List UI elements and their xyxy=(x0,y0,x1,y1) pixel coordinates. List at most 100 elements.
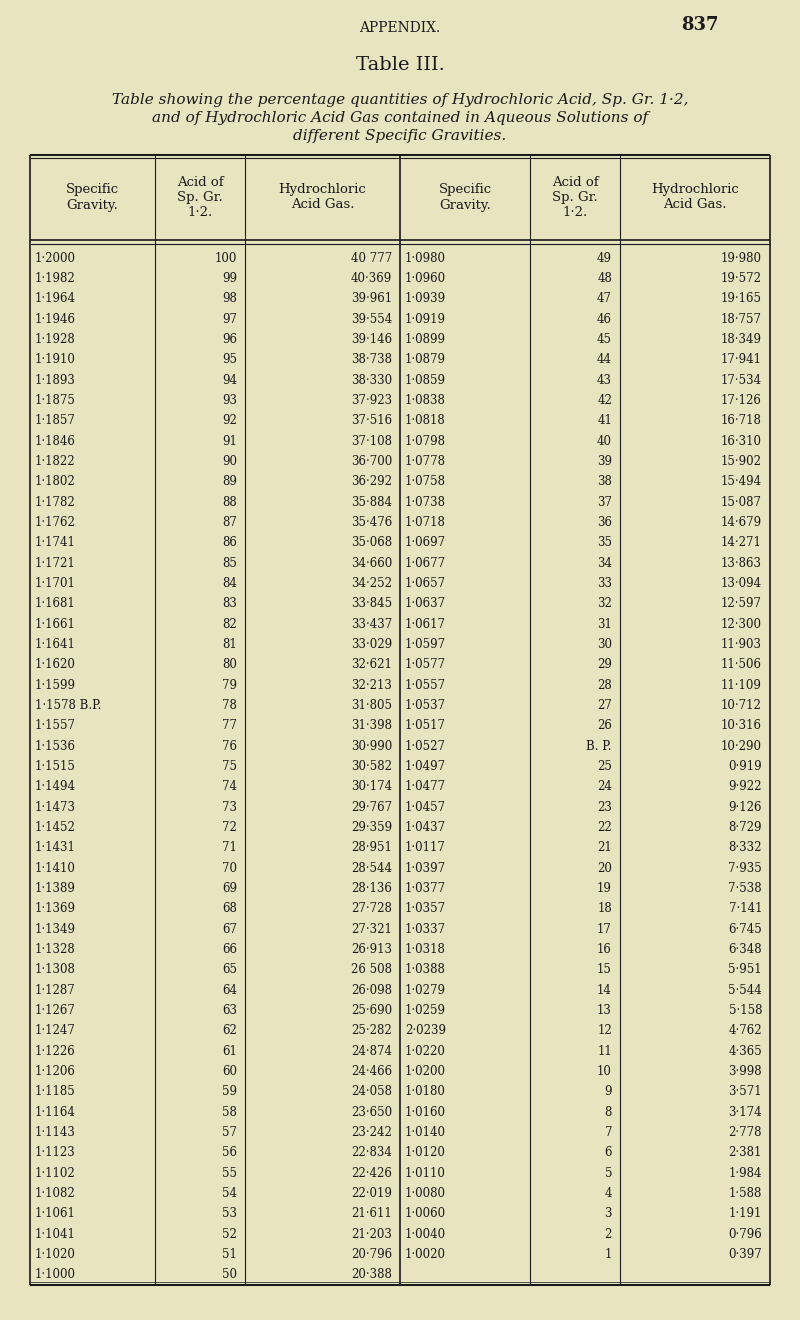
Text: 1·1721: 1·1721 xyxy=(35,557,76,570)
Text: 18: 18 xyxy=(598,903,612,915)
Text: 71: 71 xyxy=(222,841,237,854)
Text: 16·718: 16·718 xyxy=(721,414,762,428)
Text: 1·0879: 1·0879 xyxy=(405,354,446,367)
Text: 34·252: 34·252 xyxy=(351,577,392,590)
Text: 9·922: 9·922 xyxy=(729,780,762,793)
Text: 5·951: 5·951 xyxy=(728,964,762,977)
Text: 35·884: 35·884 xyxy=(351,496,392,508)
Text: 49: 49 xyxy=(597,252,612,265)
Text: 75: 75 xyxy=(222,760,237,774)
Text: 1·1020: 1·1020 xyxy=(35,1247,76,1261)
Text: 24: 24 xyxy=(597,780,612,793)
Text: 34·660: 34·660 xyxy=(350,557,392,570)
Text: 1·0758: 1·0758 xyxy=(405,475,446,488)
Text: 31·805: 31·805 xyxy=(351,700,392,711)
Text: 10: 10 xyxy=(597,1065,612,1078)
Text: 97: 97 xyxy=(222,313,237,326)
Text: 11·506: 11·506 xyxy=(721,659,762,672)
Text: 70: 70 xyxy=(222,862,237,875)
Text: 4·365: 4·365 xyxy=(728,1044,762,1057)
Text: 14·679: 14·679 xyxy=(721,516,762,529)
Text: 3·174: 3·174 xyxy=(728,1106,762,1118)
Text: 84: 84 xyxy=(222,577,237,590)
Text: 1·0160: 1·0160 xyxy=(405,1106,446,1118)
Text: 1·0527: 1·0527 xyxy=(405,739,446,752)
Text: 35: 35 xyxy=(597,536,612,549)
Text: 1·1641: 1·1641 xyxy=(35,638,76,651)
Text: 29·359: 29·359 xyxy=(351,821,392,834)
Text: 29: 29 xyxy=(597,659,612,672)
Text: Specific
Gravity.: Specific Gravity. xyxy=(438,183,491,211)
Text: 26 508: 26 508 xyxy=(351,964,392,977)
Text: 4: 4 xyxy=(605,1187,612,1200)
Text: 1·1701: 1·1701 xyxy=(35,577,76,590)
Text: 74: 74 xyxy=(222,780,237,793)
Text: 5·544: 5·544 xyxy=(728,983,762,997)
Text: 26·098: 26·098 xyxy=(351,983,392,997)
Text: 94: 94 xyxy=(222,374,237,387)
Text: 1·0818: 1·0818 xyxy=(405,414,446,428)
Text: 13·094: 13·094 xyxy=(721,577,762,590)
Text: 1·1000: 1·1000 xyxy=(35,1269,76,1282)
Text: 28: 28 xyxy=(598,678,612,692)
Text: and of Hydrochloric Acid Gas contained in Aqueous Solutions of: and of Hydrochloric Acid Gas contained i… xyxy=(152,111,648,125)
Text: 1·0020: 1·0020 xyxy=(405,1247,446,1261)
Text: 17: 17 xyxy=(597,923,612,936)
Text: 96: 96 xyxy=(222,333,237,346)
Text: 1·1185: 1·1185 xyxy=(35,1085,76,1098)
Text: 42: 42 xyxy=(597,393,612,407)
Text: 1·0397: 1·0397 xyxy=(405,862,446,875)
Text: 8: 8 xyxy=(605,1106,612,1118)
Text: 1·1410: 1·1410 xyxy=(35,862,76,875)
Text: 1·0577: 1·0577 xyxy=(405,659,446,672)
Text: 72: 72 xyxy=(222,821,237,834)
Text: 15·494: 15·494 xyxy=(721,475,762,488)
Text: 92: 92 xyxy=(222,414,237,428)
Text: 16·310: 16·310 xyxy=(721,434,762,447)
Text: 20·796: 20·796 xyxy=(351,1247,392,1261)
Text: 1·1762: 1·1762 xyxy=(35,516,76,529)
Text: 1·1349: 1·1349 xyxy=(35,923,76,936)
Text: 1·1102: 1·1102 xyxy=(35,1167,76,1180)
Text: 22·019: 22·019 xyxy=(351,1187,392,1200)
Text: 1·0357: 1·0357 xyxy=(405,903,446,915)
Text: 13: 13 xyxy=(597,1005,612,1016)
Text: 1·1041: 1·1041 xyxy=(35,1228,76,1241)
Text: 48: 48 xyxy=(597,272,612,285)
Text: 1·984: 1·984 xyxy=(729,1167,762,1180)
Text: 1·1308: 1·1308 xyxy=(35,964,76,977)
Text: 98: 98 xyxy=(222,292,237,305)
Text: 0·919: 0·919 xyxy=(728,760,762,774)
Text: 19: 19 xyxy=(597,882,612,895)
Text: 3: 3 xyxy=(605,1208,612,1220)
Text: 1·1846: 1·1846 xyxy=(35,434,76,447)
Text: 30: 30 xyxy=(597,638,612,651)
Text: 1·1822: 1·1822 xyxy=(35,455,76,469)
Text: 12: 12 xyxy=(598,1024,612,1038)
Text: 37·923: 37·923 xyxy=(351,393,392,407)
Text: 88: 88 xyxy=(222,496,237,508)
Text: 12·597: 12·597 xyxy=(721,598,762,610)
Text: 28·544: 28·544 xyxy=(351,862,392,875)
Text: 67: 67 xyxy=(222,923,237,936)
Text: 1·1287: 1·1287 xyxy=(35,983,76,997)
Text: 41: 41 xyxy=(597,414,612,428)
Text: 17·126: 17·126 xyxy=(721,393,762,407)
Text: 90: 90 xyxy=(222,455,237,469)
Text: 32·213: 32·213 xyxy=(351,678,392,692)
Text: 1·0617: 1·0617 xyxy=(405,618,446,631)
Text: 44: 44 xyxy=(597,354,612,367)
Text: 52: 52 xyxy=(222,1228,237,1241)
Text: 1·0517: 1·0517 xyxy=(405,719,446,733)
Text: 1·1328: 1·1328 xyxy=(35,942,76,956)
Text: 19·165: 19·165 xyxy=(721,292,762,305)
Text: 40: 40 xyxy=(597,434,612,447)
Text: 100: 100 xyxy=(214,252,237,265)
Text: 22: 22 xyxy=(598,821,612,834)
Text: 9: 9 xyxy=(605,1085,612,1098)
Text: 1·0657: 1·0657 xyxy=(405,577,446,590)
Text: 1·0060: 1·0060 xyxy=(405,1208,446,1220)
Text: 1·1267: 1·1267 xyxy=(35,1005,76,1016)
Text: 1·0597: 1·0597 xyxy=(405,638,446,651)
Text: 1·1928: 1·1928 xyxy=(35,333,76,346)
